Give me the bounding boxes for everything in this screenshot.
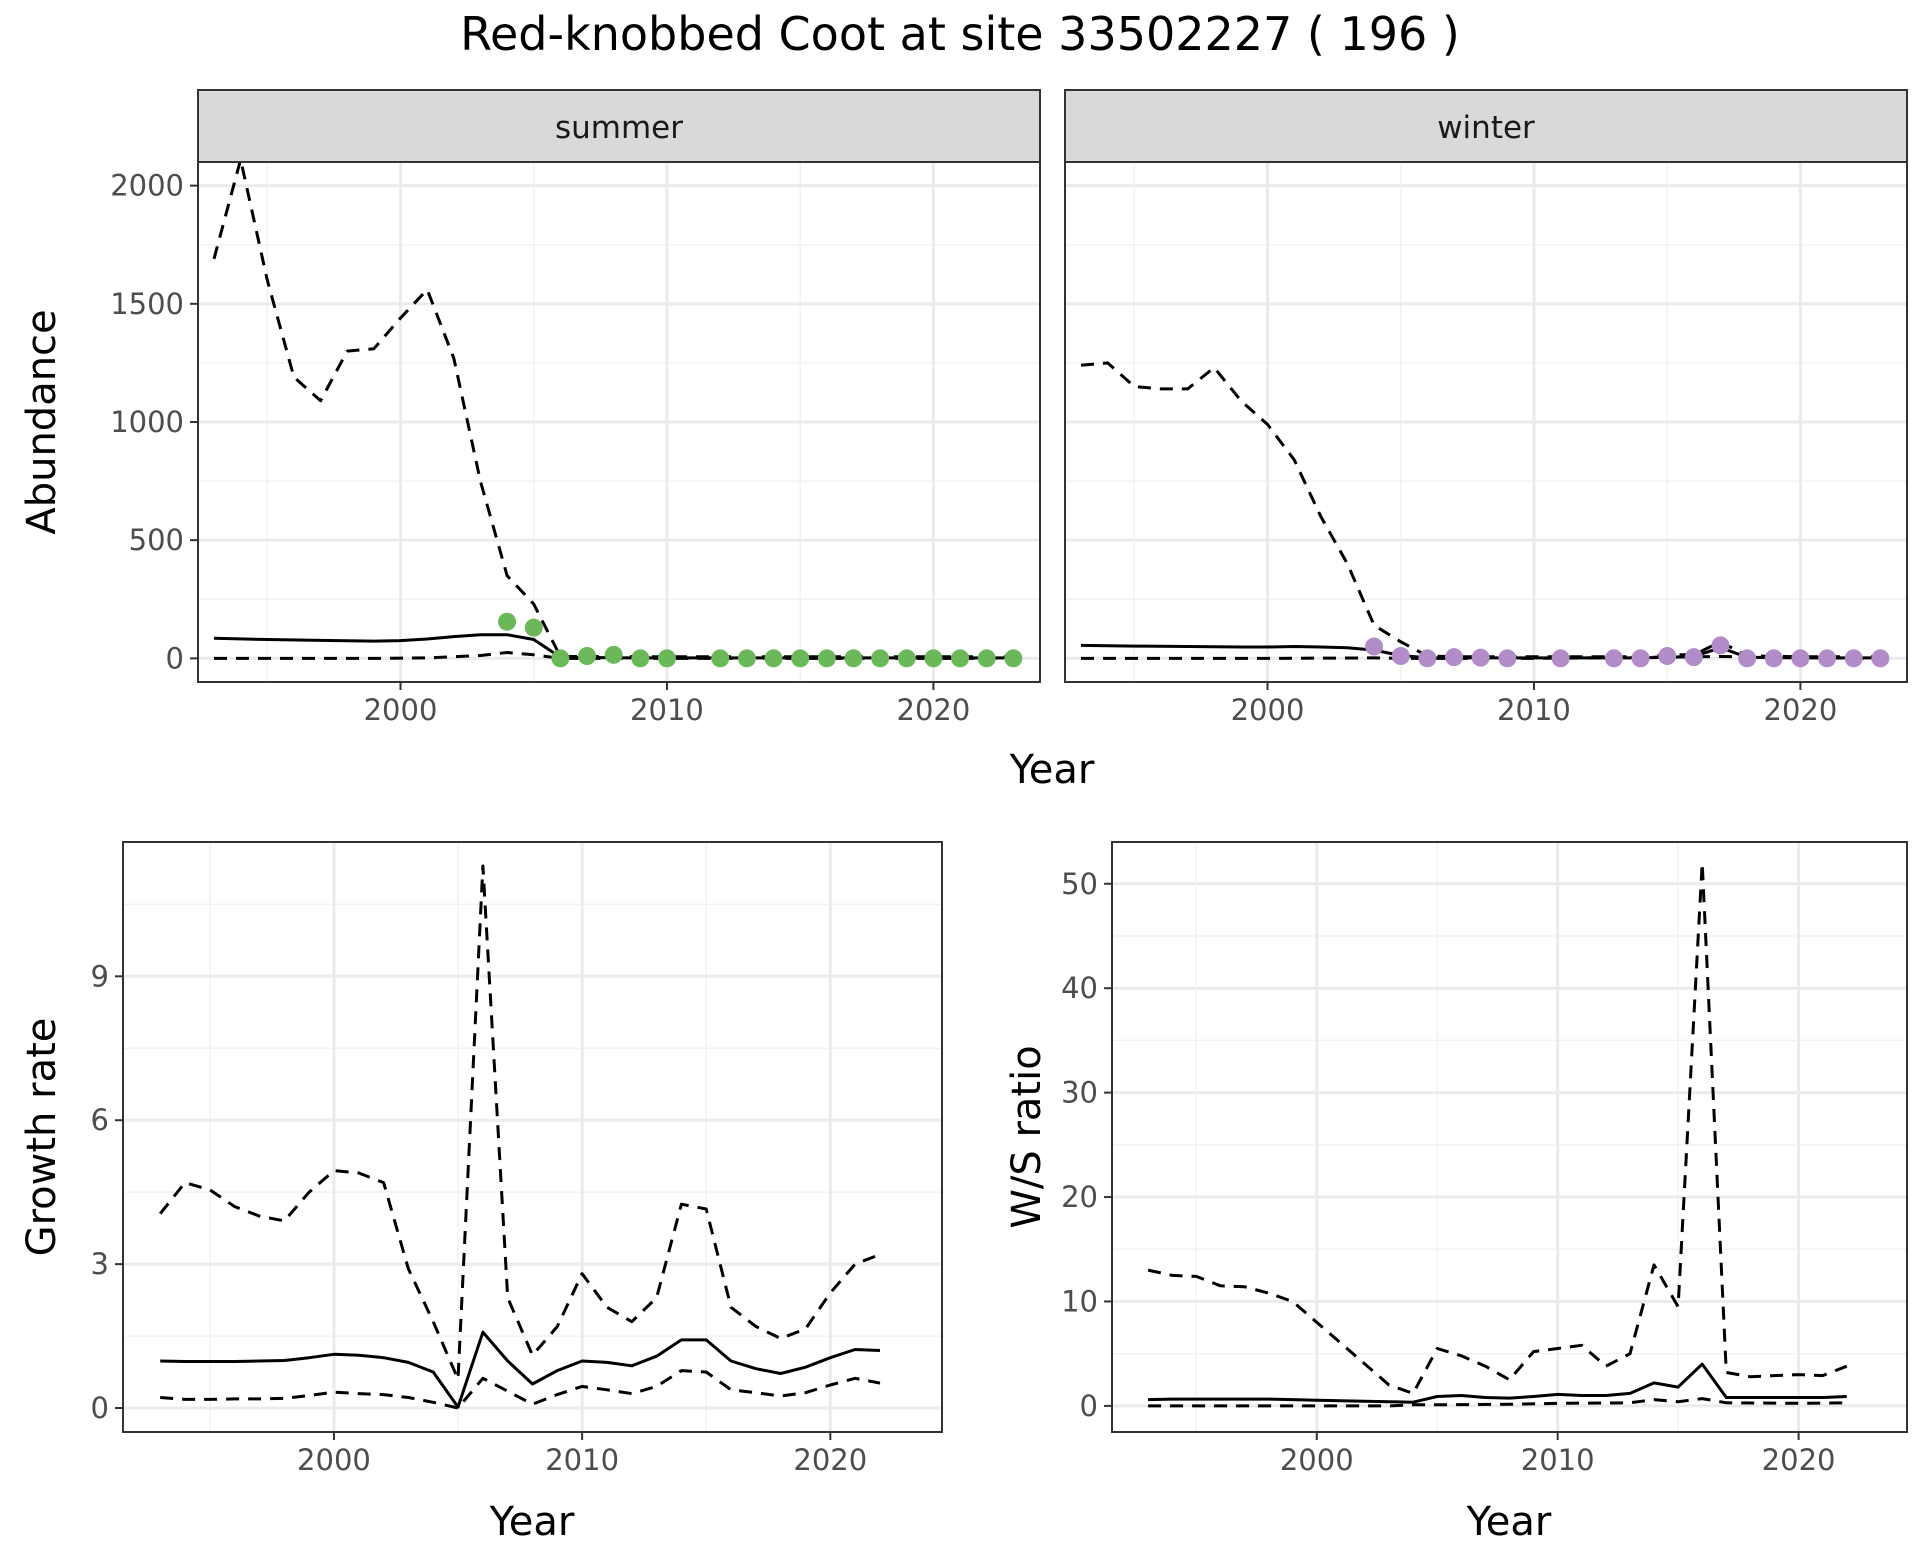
panel-growth-rate: 2000 2010 2020 0 3 6 9 (91, 841, 943, 1477)
observed-point (1791, 649, 1810, 668)
observed-point (631, 649, 650, 668)
panel-background (1112, 842, 1907, 1432)
observed-point (524, 618, 543, 637)
x-tick-label: 2010 (630, 693, 704, 727)
x-tick-label: 2020 (897, 693, 971, 727)
panel-abundance-winter: 2000 2010 2020 (1064, 161, 1908, 727)
observed-point (1391, 647, 1410, 665)
y-tick-label: 9 (91, 959, 109, 993)
observed-point (1764, 649, 1783, 668)
strip-summer-background (197, 89, 1041, 163)
series-line-upper (1080, 361, 1881, 659)
ws-x-axis-title: Year (1466, 1499, 1552, 1545)
observed-point (657, 649, 676, 668)
observed-point (1445, 648, 1464, 667)
observed-point (1684, 648, 1703, 667)
x-tick-label: 2010 (545, 1443, 619, 1477)
y-tick-label: 40 (1061, 971, 1098, 1005)
observed-point (737, 649, 756, 668)
series-line-upper (1147, 861, 1848, 1395)
observed-point (498, 612, 517, 631)
panel-border (1111, 841, 1908, 1433)
panel-abundance-summer: 2000 2010 2020 0 500 1000 1500 2000 (110, 158, 1041, 727)
strip-summer: summer (197, 89, 1041, 163)
strip-winter-label: winter (1437, 110, 1535, 146)
x-tick-label: 2000 (364, 693, 438, 727)
y-tick-label: 3 (91, 1247, 109, 1281)
observed-point (1844, 649, 1863, 668)
y-tick-label: 500 (129, 523, 184, 557)
y-tick-label: 1500 (110, 287, 184, 321)
observed-point (1738, 649, 1757, 668)
observed-point (844, 649, 863, 668)
observed-point (951, 649, 970, 668)
y-tick-label: 6 (91, 1103, 109, 1137)
y-tick-label: 0 (1080, 1389, 1098, 1423)
y-tick-label: 20 (1061, 1180, 1098, 1214)
observed-point (764, 649, 783, 668)
y-tick-label: 0 (166, 641, 184, 675)
x-tick-label: 2020 (1762, 1443, 1836, 1477)
observed-point (1471, 648, 1490, 667)
series-line-estimate (160, 1330, 881, 1409)
observed-point (791, 649, 810, 668)
strip-summer-label: summer (555, 110, 683, 146)
growth-y-axis-title: Growth rate (19, 1018, 65, 1257)
series-line-lower (214, 651, 1014, 660)
observed-point (1498, 649, 1517, 668)
x-tick-label: 2000 (1280, 1443, 1354, 1477)
observed-point (1818, 649, 1837, 668)
observed-point (1658, 647, 1677, 665)
x-tick-label: 2010 (1497, 693, 1571, 727)
observed-point (817, 649, 836, 668)
observed-point (924, 649, 943, 668)
y-tick-label: 10 (1061, 1284, 1098, 1318)
x-tick-label: 2010 (1521, 1443, 1595, 1477)
observed-point (1418, 649, 1437, 668)
observed-point (551, 649, 570, 668)
figure-title: Red-knobbed Coot at site 33502227 ( 196 … (460, 7, 1460, 61)
observed-point (1711, 636, 1730, 655)
growth-x-axis-title: Year (489, 1499, 575, 1545)
observed-point (1604, 649, 1623, 668)
strip-winter: winter (1064, 89, 1908, 163)
series-line-estimate (1148, 1362, 1847, 1404)
x-tick-label: 2020 (1764, 693, 1838, 727)
observed-point (1631, 649, 1650, 668)
x-tick-label: 2020 (793, 1443, 867, 1477)
ws-y-axis-title: W/S ratio (1004, 1045, 1050, 1228)
observed-point (1365, 637, 1384, 656)
observed-point (604, 645, 623, 664)
observed-point (1551, 649, 1570, 668)
y-tick-label: 2000 (110, 169, 184, 203)
y-tick-label: 50 (1061, 867, 1098, 901)
x-tick-label: 2000 (1231, 693, 1305, 727)
series-line-lower (160, 1369, 881, 1410)
panel-border (122, 841, 943, 1433)
panel-ws-ratio: 2000 2010 2020 0 10 20 30 40 50 (1061, 841, 1908, 1477)
y-tick-label: 30 (1061, 1076, 1098, 1110)
observed-point (711, 649, 730, 668)
abundance-y-axis-title: Abundance (19, 309, 65, 534)
abundance-x-axis-title: Year (1009, 747, 1095, 793)
observed-point (578, 647, 597, 665)
y-tick-label: 0 (91, 1391, 109, 1425)
observed-point (977, 649, 996, 668)
series-line-upper (159, 864, 881, 1381)
observed-point (1004, 649, 1023, 668)
strip-winter-background (1064, 89, 1908, 163)
series-line-lower (1148, 1397, 1847, 1408)
x-tick-label: 2000 (297, 1443, 371, 1477)
observed-point (871, 649, 890, 668)
observed-point (1871, 649, 1890, 668)
y-tick-label: 1000 (110, 405, 184, 439)
panel-background (123, 842, 942, 1432)
observed-point (897, 649, 916, 668)
